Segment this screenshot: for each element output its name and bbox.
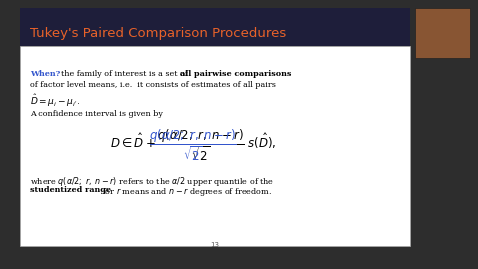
FancyBboxPatch shape	[415, 8, 470, 58]
FancyBboxPatch shape	[20, 8, 410, 46]
Text: where $q(\alpha/2;\; r,\; n-r)$ refers to the $\alpha/2$ upper quantile of the: where $q(\alpha/2;\; r,\; n-r)$ refers t…	[30, 175, 274, 188]
Text: all pairwise comparisons: all pairwise comparisons	[180, 70, 292, 78]
Text: for $r$ means and $n - r$ degrees of freedom.: for $r$ means and $n - r$ degrees of fre…	[102, 186, 272, 198]
Text: Tukey's Paired Comparison Procedures: Tukey's Paired Comparison Procedures	[30, 27, 286, 40]
Text: studentized range: studentized range	[30, 186, 111, 194]
Text: A confidence interval is given by: A confidence interval is given by	[30, 110, 163, 118]
Text: $\dfrac{q(\alpha/2;\; r,\; n-r)}{\sqrt{2}}$: $\dfrac{q(\alpha/2;\; r,\; n-r)}{\sqrt{2…	[149, 128, 237, 164]
Text: $\hat{D} = \mu_i - \mu_{i^\prime}.$: $\hat{D} = \mu_i - \mu_{i^\prime}.$	[30, 92, 80, 109]
Text: 13: 13	[210, 242, 219, 248]
Text: $D \in \hat{D} + \dfrac{q(\alpha/2;\; r,\; n-r)}{\sqrt{2}}\; s(\hat{D}),$: $D \in \hat{D} + \dfrac{q(\alpha/2;\; r,…	[110, 128, 277, 164]
Text: the family of interest is a set of: the family of interest is a set of	[61, 70, 188, 78]
FancyBboxPatch shape	[20, 46, 410, 246]
Text: When?: When?	[30, 70, 60, 78]
Text: of factor level means, i.e.  it consists of estimates of all pairs: of factor level means, i.e. it consists …	[30, 81, 276, 89]
